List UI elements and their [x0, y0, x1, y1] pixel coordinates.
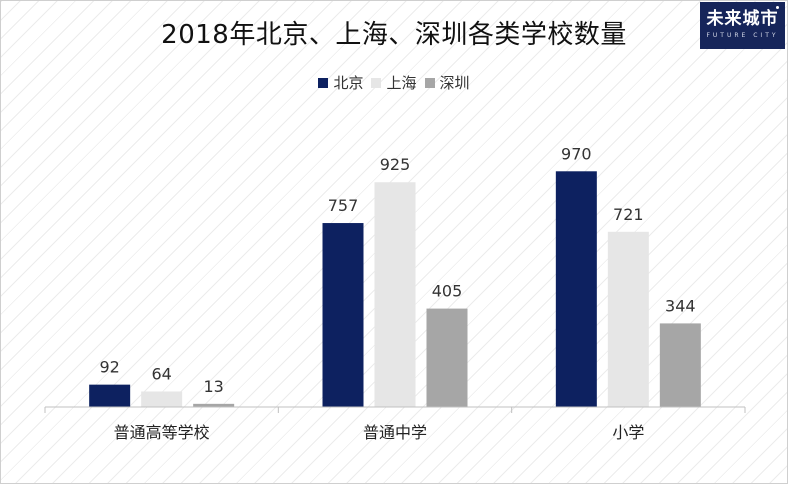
data-label: 721	[613, 205, 644, 224]
bar	[374, 182, 416, 407]
legend-label: 北京	[333, 74, 364, 92]
legend-item: 北京	[318, 72, 363, 93]
star-icon	[776, 6, 779, 9]
legend-item: 上海	[371, 72, 417, 93]
bar	[322, 223, 364, 407]
legend-swatch	[318, 77, 329, 88]
data-label: 92	[99, 358, 119, 377]
bar	[89, 384, 131, 407]
data-label: 405	[432, 282, 463, 301]
data-label: 344	[665, 296, 696, 315]
data-label: 64	[151, 364, 171, 383]
chart-title: 2018年北京、上海、深圳各类学校数量	[161, 20, 627, 50]
logo-subtext: FUTURE CITY	[706, 32, 779, 39]
legend-label: 深圳	[439, 74, 470, 92]
legend-swatch	[371, 77, 382, 88]
bar	[426, 308, 468, 407]
x-tick-label: 小学	[612, 423, 644, 442]
brand-logo: 未来城市 FUTURE CITY	[700, 2, 785, 49]
chart-legend: 北京 上海 深圳	[0, 72, 788, 93]
legend-label: 上海	[386, 74, 417, 92]
x-tick-label: 普通高等学校	[114, 423, 210, 442]
bar	[555, 171, 597, 407]
data-label: 925	[380, 155, 411, 174]
legend-swatch	[424, 77, 435, 88]
data-label: 13	[203, 377, 223, 396]
bar	[141, 391, 183, 407]
bar	[607, 231, 649, 407]
data-label: 970	[561, 144, 592, 163]
bar	[193, 403, 235, 407]
logo-text: 未来城市	[706, 9, 779, 29]
x-tick-label: 普通中学	[363, 423, 427, 442]
legend-item: 深圳	[424, 72, 470, 93]
data-label: 757	[328, 196, 359, 215]
bar	[659, 323, 701, 407]
